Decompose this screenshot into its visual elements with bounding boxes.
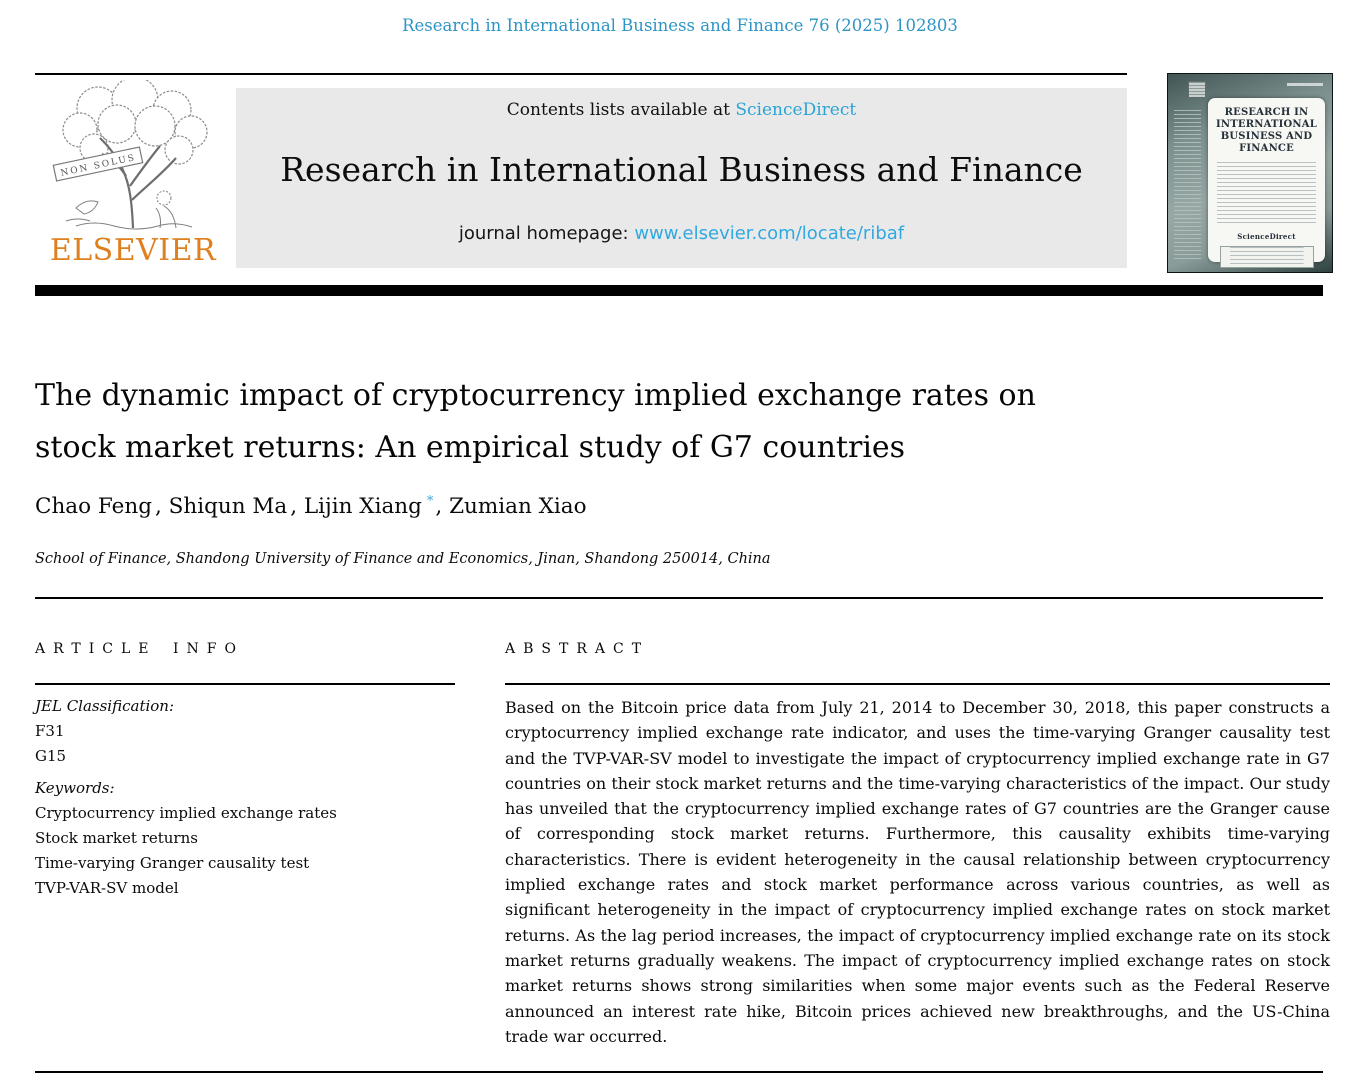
author-separator: , (435, 494, 450, 519)
author-name: Zumian Xiao (449, 494, 587, 519)
cover-inner-panel: RESEARCH IN INTERNATIONAL BUSINESS AND F… (1208, 98, 1325, 268)
journal-banner: Contents lists available at ScienceDirec… (236, 88, 1127, 268)
abstract-heading: ABSTRACT (505, 641, 650, 657)
abstract-text: Based on the Bitcoin price data from Jul… (505, 698, 1330, 1046)
corresponding-author-asterisk[interactable]: * (426, 494, 434, 509)
journal-title: Research in International Business and F… (280, 150, 1083, 189)
author-name: Shiqun Ma (168, 494, 288, 519)
section-top-rule (35, 597, 1323, 599)
cover-access-box (1219, 246, 1314, 268)
keyword: Time-varying Granger causality test (35, 854, 310, 872)
author-list: Chao Feng, Shiqun Ma, Lijin Xiang *, Zumi… (35, 494, 587, 519)
author-separator: , (154, 494, 169, 519)
author-separator: , (290, 494, 304, 519)
cover-sciencedirect-label: ScienceDirect (1237, 232, 1296, 241)
header-divider-bar (35, 285, 1323, 296)
contents-line-prefix: Contents lists available at (506, 100, 736, 120)
header-top-rule (35, 73, 1127, 75)
article-info-section: ARTICLE INFO JEL Classification: F31 G15… (35, 641, 455, 901)
cover-journal-title: RESEARCH IN INTERNATIONAL BUSINESS AND F… (1216, 107, 1317, 154)
article-title-line1: The dynamic impact of cryptocurrency imp… (35, 378, 1036, 413)
article-info-heading: ARTICLE INFO (35, 641, 244, 657)
homepage-prefix: journal homepage: (458, 223, 635, 244)
cover-editors-column (1174, 110, 1201, 260)
journal-cover-thumbnail[interactable]: RESEARCH IN INTERNATIONAL BUSINESS AND F… (1167, 73, 1333, 273)
article-title: The dynamic impact of cryptocurrency imp… (35, 370, 1195, 474)
jel-classification-label: JEL Classification: (35, 697, 175, 715)
cover-issn-text (1287, 83, 1323, 86)
keyword: Cryptocurrency implied exchange rates (35, 804, 337, 822)
elsevier-wordmark: ELSEVIER (49, 233, 217, 268)
abstract-section: ABSTRACT Based on the Bitcoin price data… (505, 641, 1330, 1049)
author-affiliation: School of Finance, Shandong University o… (35, 551, 771, 567)
keyword: TVP-VAR-SV model (35, 879, 179, 897)
jel-code: F31 (35, 722, 65, 740)
homepage-line: journal homepage: www.elsevier.com/locat… (236, 223, 1127, 244)
jel-code: G15 (35, 747, 67, 765)
elsevier-tree-logo: NON SOLUS (52, 80, 208, 230)
contents-line: Contents lists available at ScienceDirec… (236, 88, 1127, 120)
article-title-line2: stock market returns: An empirical study… (35, 430, 906, 465)
journal-citation-link[interactable]: Research in International Business and F… (402, 16, 958, 35)
cover-contents-list (1217, 162, 1316, 226)
keyword: Stock market returns (35, 829, 198, 847)
author-name: Chao Feng (35, 494, 152, 519)
sciencedirect-link[interactable]: ScienceDirect (735, 100, 857, 120)
keywords-label: Keywords: (35, 779, 115, 797)
cover-publisher-stamp (1188, 81, 1206, 98)
page-bottom-rule (35, 1071, 1323, 1073)
article-info-rule (35, 683, 455, 685)
homepage-url-link[interactable]: www.elsevier.com/locate/ribaf (634, 223, 905, 244)
abstract-rule (505, 683, 1330, 685)
author-name: Lijin Xiang (303, 494, 422, 519)
